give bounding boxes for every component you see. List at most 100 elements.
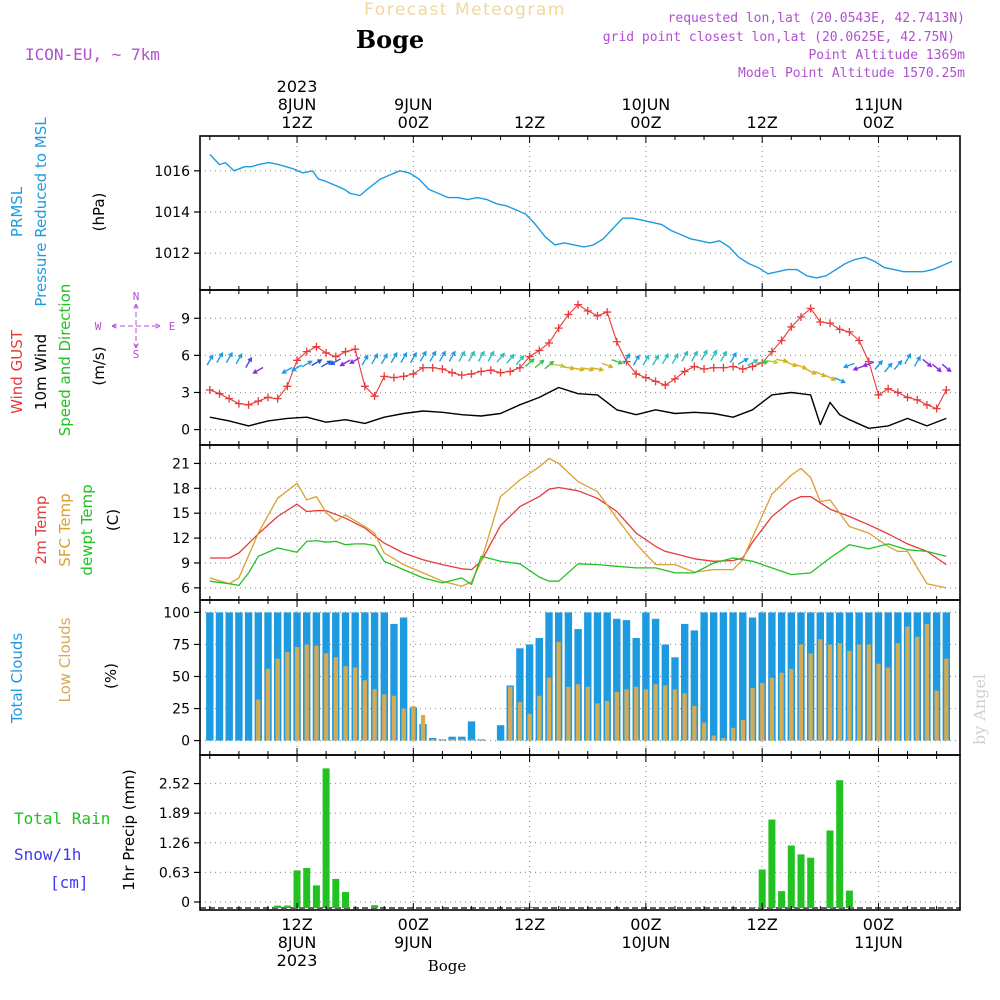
compass-s: S: [133, 348, 140, 361]
bottom-time-label: 00Z: [863, 915, 894, 934]
wind-direction-arrow: [852, 365, 865, 371]
y-tick-label: 0.63: [159, 865, 190, 881]
gust-marker: [554, 324, 563, 333]
top-time-label: 00Z: [398, 113, 429, 132]
top-time-label: 12Z: [281, 113, 312, 132]
wind-direction-arrow: [361, 354, 369, 366]
gust-marker: [690, 362, 699, 371]
gust-marker: [835, 325, 844, 334]
low-cloud-bar: [556, 641, 561, 741]
low-cloud-bar: [430, 739, 435, 741]
low-cloud-bar: [575, 684, 581, 741]
gust-marker: [234, 399, 243, 408]
wind-direction-arrow: [448, 350, 456, 362]
low-cloud-bar: [382, 694, 387, 741]
wind-direction-arrow: [922, 358, 933, 368]
low-cloud-bar: [294, 647, 300, 741]
y-tick-label: 1.89: [159, 806, 190, 822]
gust-marker: [215, 389, 224, 398]
gust-marker: [738, 364, 747, 373]
y-tick-label: 9: [181, 556, 190, 572]
rain-bar: [758, 869, 766, 908]
wind-direction-arrow: [458, 350, 466, 362]
gust-marker: [438, 364, 447, 373]
total-cloud-bar: [496, 725, 505, 741]
wind-direction-arrow: [235, 353, 243, 365]
wind-direction-arrow: [468, 350, 475, 362]
total-cloud-bar: [651, 618, 660, 741]
wind-direction-arrow: [380, 353, 388, 365]
label-10m-wind: 10m Wind: [32, 334, 50, 410]
low-cloud-bar: [711, 735, 716, 741]
label-precip-mm: 1hr Precip (mm): [120, 769, 138, 890]
low-cloud-bar: [275, 658, 280, 741]
low-cloud-bar: [701, 722, 707, 741]
low-cloud-bar: [372, 689, 377, 741]
model-altitude: Model Point Altitude 1570.25m: [738, 66, 965, 81]
label-sfc-temp: SFC Temp: [56, 493, 74, 566]
unit-c: (C): [104, 509, 122, 531]
gust-marker: [370, 392, 379, 401]
gust-marker: [428, 363, 437, 372]
compass-rose-icon: [111, 303, 161, 349]
gust-marker: [845, 327, 854, 336]
wind-direction-arrow: [601, 362, 614, 369]
gust-marker: [544, 339, 553, 347]
gust-marker: [564, 310, 573, 319]
rain-bar: [787, 845, 795, 908]
top-time-label: 11JUN: [854, 95, 903, 114]
gust-marker: [225, 394, 234, 403]
low-cloud-bar: [595, 703, 600, 741]
low-cloud-bar: [886, 667, 891, 741]
unit-ms: (m/s): [90, 346, 108, 385]
gust-marker: [496, 368, 505, 377]
total-cloud-bar: [215, 612, 224, 741]
gust-marker: [603, 308, 612, 317]
total-cloud-bar: [516, 648, 524, 741]
low-cloud-bar: [692, 706, 697, 741]
gust-marker: [574, 300, 583, 309]
wind-direction-arrow: [931, 363, 942, 373]
wind-direction-arrow: [419, 350, 427, 362]
low-cloud-bar: [391, 695, 397, 741]
gust-marker: [273, 394, 282, 403]
low-cloud-bar: [789, 668, 794, 741]
gust-marker: [806, 304, 815, 313]
bottom-time-label: 9JUN: [394, 933, 433, 952]
wind-direction-arrow: [225, 351, 233, 363]
y-tick-label: 1.26: [159, 836, 190, 852]
low-cloud-bar: [895, 643, 900, 741]
y-tick-label: 50: [172, 670, 190, 686]
bottom-time-label: 8JUN: [278, 933, 317, 952]
gust-marker: [680, 367, 689, 376]
low-cloud-bar: [721, 738, 726, 741]
gust-marker: [932, 404, 941, 413]
low-cloud-bar: [333, 657, 338, 741]
low-cloud-bar: [837, 643, 842, 741]
low-cloud-bar: [798, 644, 804, 741]
rain-bar: [342, 892, 349, 908]
gust-marker: [448, 368, 457, 377]
rain-bar: [836, 780, 844, 908]
rain-bar: [312, 885, 320, 908]
gust-marker: [244, 400, 253, 409]
total-cloud-bar: [729, 612, 737, 741]
grid-point-coords: grid point closest lon,lat (20.0625E, 42…: [603, 30, 955, 45]
low-cloud-bar: [915, 636, 920, 741]
gust-marker: [700, 364, 709, 373]
pressure-line: [209, 153, 953, 279]
rain-bar: [807, 857, 815, 908]
gust-marker: [748, 362, 757, 371]
rain-bar: [303, 868, 311, 908]
gust-marker: [389, 373, 398, 382]
label-total-rain: Total Rain: [14, 809, 110, 828]
top-time-label: 00Z: [863, 113, 894, 132]
low-cloud-bar: [643, 689, 649, 741]
rain-bar: [332, 878, 340, 908]
panel-frame-pressure: [199, 135, 961, 291]
gust-marker: [816, 317, 825, 326]
gust-marker: [525, 352, 534, 361]
label-wind-gust: Wind GUST: [8, 329, 26, 414]
total-cloud-bar: [932, 612, 941, 741]
wind-direction-arrow: [690, 350, 698, 362]
